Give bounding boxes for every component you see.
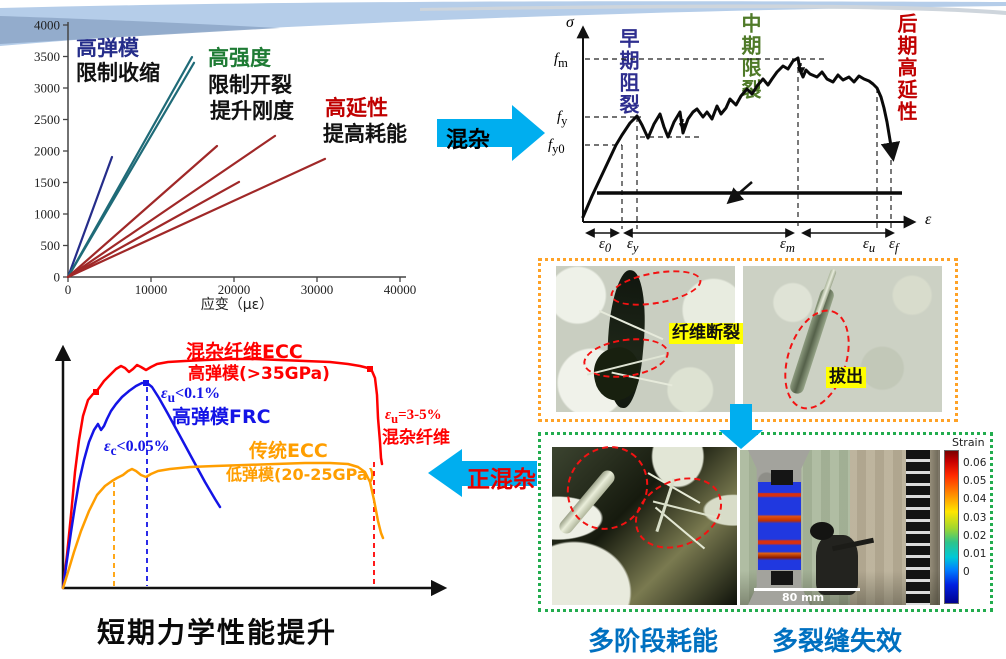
photo-fiber-rupture — [556, 266, 735, 412]
series-hybrid-ecc-label: 混杂纤维ECC — [186, 341, 303, 363]
x-tick-label: 20000 — [218, 282, 251, 297]
data-marker — [367, 366, 373, 372]
colorbar — [944, 450, 959, 604]
series-hybrid-ecc-note: 高弹模(>35GPa) — [188, 364, 330, 384]
x-tick-label: 30000 — [301, 282, 334, 297]
photo-fiber-pullout — [743, 266, 942, 412]
fy0-label: fy0 — [548, 137, 565, 156]
colorbar-title: Strain — [952, 436, 985, 449]
annotation-high-modulus-sub: 限制收缩 — [76, 61, 160, 85]
y-tick-label: 2000 — [34, 144, 60, 159]
caption-multicrack-failure: 多裂缝失效 — [772, 627, 903, 657]
photo-dic-specimen: 80 mm — [740, 450, 940, 605]
pullout-label: 拔出 — [826, 367, 866, 389]
epsy-label: εy — [627, 236, 639, 255]
x-tick-label: 10000 — [135, 282, 168, 297]
y-tick-label: 500 — [41, 238, 61, 253]
photo-bridging-fibers — [552, 447, 737, 605]
colorbar-tick: 0.02 — [963, 530, 987, 542]
caption-multistage-energy: 多阶段耗能 — [588, 627, 719, 657]
bottom-caption: 短期力学性能提升 — [97, 616, 338, 649]
series-traditional-ecc-label: 传统ECC — [249, 440, 328, 462]
y-tick-label: 1000 — [34, 207, 60, 222]
ruler-strip — [906, 450, 930, 605]
y-tick-label: 2500 — [34, 112, 60, 127]
colorbar-tick: 0 — [963, 566, 970, 578]
fm-label: fm — [554, 51, 568, 70]
series-traditional-ecc-note: 低弹模(20-25GPa) — [226, 465, 376, 484]
colorbar-tick: 0.01 — [963, 548, 987, 560]
series-高延性纤维-b — [66, 134, 277, 279]
annotation-high-strength-sub1: 限制开裂 — [208, 73, 292, 97]
sigma-axis-label: σ — [566, 14, 574, 31]
series-高弹模纤维 — [66, 155, 114, 279]
x-axis-label: 应变（με） — [201, 296, 273, 313]
y-tick-label: 1500 — [34, 175, 60, 190]
fy-label: fy — [557, 109, 568, 128]
annotation-eps-u-01: εu<0.1% — [161, 385, 221, 406]
epsilon-axis-label: ε — [925, 211, 932, 228]
annotation-high-ductility: 高延性 — [325, 96, 388, 120]
data-marker — [143, 380, 149, 386]
colorbar-tick: 0.06 — [963, 457, 987, 469]
result-box — [538, 432, 993, 612]
series-高延性纤维-c — [66, 180, 241, 279]
colorbar-tick: 0.03 — [963, 512, 987, 524]
camera-head — [810, 522, 834, 540]
dic-strain-field — [758, 482, 801, 570]
y-tick-label: 3000 — [34, 81, 60, 96]
x-tick-label: 0 — [65, 282, 72, 297]
hybrid-arrow-label: 混杂 — [446, 128, 491, 153]
scale-bar-label: 80 mm — [782, 591, 825, 604]
epsm-label: εm — [780, 236, 795, 255]
x-tick-label: 40000 — [384, 282, 417, 297]
annotation-high-strength: 高强度 — [208, 46, 271, 70]
grip-top — [771, 470, 793, 485]
series-高强度纤维-b — [66, 61, 196, 279]
epsf-label: εf — [889, 236, 899, 255]
series-frc-label: 高弹模FRC — [172, 406, 271, 428]
series-高延性纤维-d — [66, 157, 327, 279]
data-marker — [93, 389, 99, 395]
annotation-high-strength-sub2: 提升刚度 — [210, 99, 294, 123]
positive-hybrid-arrow-label: 正混杂 — [467, 467, 536, 493]
series-高强度纤维-a — [66, 55, 194, 279]
annotation-eps-c-005: εc<0.05% — [104, 438, 170, 459]
annotation-eps-u-35: εu=3-5% — [385, 407, 442, 426]
fiber-rupture-label: 纤维断裂 — [669, 323, 743, 345]
header-swoosh — [0, 1, 1006, 46]
annotation-hybrid-fiber: 混杂纤维 — [382, 428, 450, 448]
eps0-label: ε0 — [599, 236, 612, 255]
series-高延性纤维-a — [66, 144, 219, 279]
epsu-label: εu — [863, 236, 876, 255]
colorbar-tick: 0.04 — [963, 493, 987, 505]
pointer-arrow — [726, 181, 753, 205]
scale-bar — [754, 588, 860, 591]
phase-late-high-ductility: 后期高延性 — [894, 13, 918, 123]
annotation-high-ductility-sub: 提高耗能 — [323, 122, 407, 146]
y-tick-label: 0 — [54, 270, 61, 285]
grip-bottom — [771, 571, 793, 585]
colorbar-tick: 0.05 — [963, 475, 987, 487]
